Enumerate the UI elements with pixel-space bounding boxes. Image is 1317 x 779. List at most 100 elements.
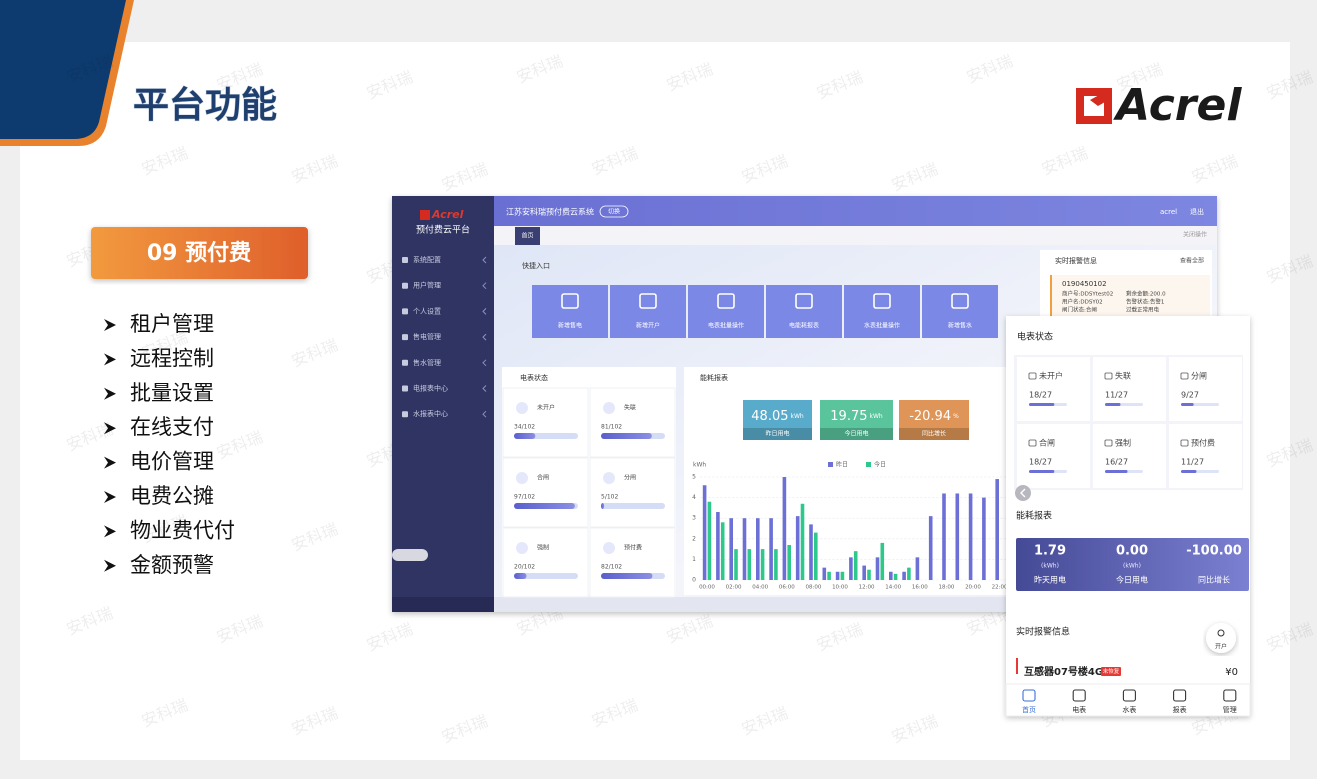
meter-cell <box>502 457 589 528</box>
platform-name: 预付费云平台 <box>416 224 470 236</box>
quick-icon <box>561 293 579 309</box>
menu-item[interactable]: 电报表中心 <box>413 384 448 393</box>
mobile-meter-icon <box>1028 439 1037 447</box>
nav-item[interactable]: 电表 <box>1072 705 1086 714</box>
energy-card-value: 48.05 kWh <box>751 409 804 424</box>
switch-pill[interactable] <box>599 205 629 218</box>
x-tick-label: 08:00 <box>805 585 821 591</box>
mobile-alarm-tag-bg <box>1101 667 1121 676</box>
bar <box>853 551 858 580</box>
menu-icon <box>402 308 408 315</box>
meter-label: 强制 <box>537 544 549 552</box>
feature-item: 批量设置 <box>130 381 214 405</box>
energy-card-value: -20.94% <box>909 409 959 424</box>
bar <box>702 485 707 580</box>
y-axis-label: kWh <box>693 462 706 469</box>
alarm-line: 过载正常用电 <box>1126 306 1160 314</box>
feature-item: 租户管理 <box>130 312 214 336</box>
alarm-line: 剩余金额:200.0 <box>1126 290 1166 298</box>
bullet-arrow <box>104 353 116 366</box>
menu-chevron <box>482 282 487 290</box>
energy-card-number: 19.75 <box>830 409 867 424</box>
quick-title: 快捷入口 <box>522 261 550 270</box>
mobile-energy-label: 今日用电 <box>1116 575 1148 585</box>
tab-label: 首页 <box>521 232 533 240</box>
nav-item[interactable]: 管理 <box>1223 705 1237 714</box>
quick-tile[interactable] <box>532 285 608 338</box>
energy-card-number: 48.05 <box>751 409 788 424</box>
mobile-meter-label: 未开户 <box>1039 371 1063 381</box>
menu-chevron <box>482 333 487 341</box>
brand-mark <box>420 210 430 220</box>
meter-cell <box>502 387 589 458</box>
energy-title: 能耗报表 <box>700 373 728 382</box>
x-tick-label: 22:00 <box>992 585 1008 591</box>
mobile-meter-value: 11/27 <box>1181 458 1204 467</box>
mobile-meter-progress <box>1181 403 1194 406</box>
meter-cell <box>502 527 589 598</box>
bar <box>782 477 787 580</box>
meter-value: 20/102 <box>514 564 535 571</box>
logout-button[interactable]: 退出 <box>1190 207 1204 216</box>
energy-card-foot <box>743 428 812 440</box>
header-bar <box>494 196 1217 226</box>
meter-progress <box>601 503 605 509</box>
menu-item[interactable]: 售水管理 <box>413 358 441 367</box>
mobile-energy-value: 1.79 <box>1034 544 1066 559</box>
bar <box>849 557 853 580</box>
mobile-meter-icon <box>1104 372 1113 380</box>
nav-icon <box>1022 689 1036 702</box>
mobile-meter-progress <box>1105 403 1121 406</box>
mobile-meter-value: 16/27 <box>1105 458 1128 467</box>
bar <box>893 573 898 580</box>
meter-label: 合闸 <box>537 474 549 482</box>
menu-item[interactable]: 售电管理 <box>413 332 441 341</box>
meter-progress <box>514 573 527 579</box>
nav-item[interactable]: 水表 <box>1122 705 1136 714</box>
energy-card <box>899 400 969 440</box>
mobile-meter-progress <box>1029 403 1055 406</box>
bar <box>968 493 973 580</box>
menu-item[interactable]: 水报表中心 <box>413 409 448 418</box>
mobile-meter-progress <box>1029 470 1055 473</box>
open-account-button[interactable] <box>1206 623 1236 653</box>
logo-mark-accent <box>1090 88 1112 106</box>
menu-item[interactable]: 系统配置 <box>413 255 441 264</box>
y-tick-label: 4 <box>692 494 696 501</box>
meter-label: 未开户 <box>537 404 555 412</box>
quick-tile[interactable] <box>688 285 764 338</box>
quick-tile[interactable] <box>844 285 920 338</box>
carousel-prev[interactable] <box>1015 485 1031 501</box>
legend-label: 今日 <box>874 461 886 469</box>
meter-track <box>514 573 578 579</box>
quick-icon <box>639 293 657 309</box>
nav-item[interactable]: 报表 <box>1173 705 1187 714</box>
quick-tile[interactable] <box>922 285 998 338</box>
quick-label: 新增售电 <box>558 322 582 330</box>
bar <box>760 549 765 580</box>
bar <box>880 542 885 580</box>
mobile-meter-label: 分闸 <box>1191 372 1207 381</box>
bar <box>774 549 778 580</box>
menu-chevron <box>482 359 487 367</box>
menu-item[interactable]: 个人设置 <box>413 306 441 315</box>
quick-tile[interactable] <box>766 285 842 338</box>
user-name: acrel <box>1160 208 1177 216</box>
menu-item[interactable]: 用户管理 <box>413 281 441 290</box>
energy-card-value: 19.75 kWh <box>830 409 883 424</box>
feature-item: 远程控制 <box>130 346 214 370</box>
bar <box>742 518 747 580</box>
bar <box>889 571 893 580</box>
energy-card <box>743 400 812 440</box>
mobile-meter-progress <box>1105 470 1128 473</box>
nav-item[interactable]: 首页 <box>1022 705 1036 714</box>
menu-icon <box>402 257 408 263</box>
quick-tile[interactable] <box>610 285 686 338</box>
meter-title: 电表状态 <box>520 373 548 382</box>
meter-icon <box>603 472 615 484</box>
brand-text: Acrel <box>431 208 464 221</box>
x-tick-label: 02:00 <box>726 585 742 591</box>
bullet-arrow <box>104 456 116 469</box>
menu-chevron <box>482 256 487 264</box>
